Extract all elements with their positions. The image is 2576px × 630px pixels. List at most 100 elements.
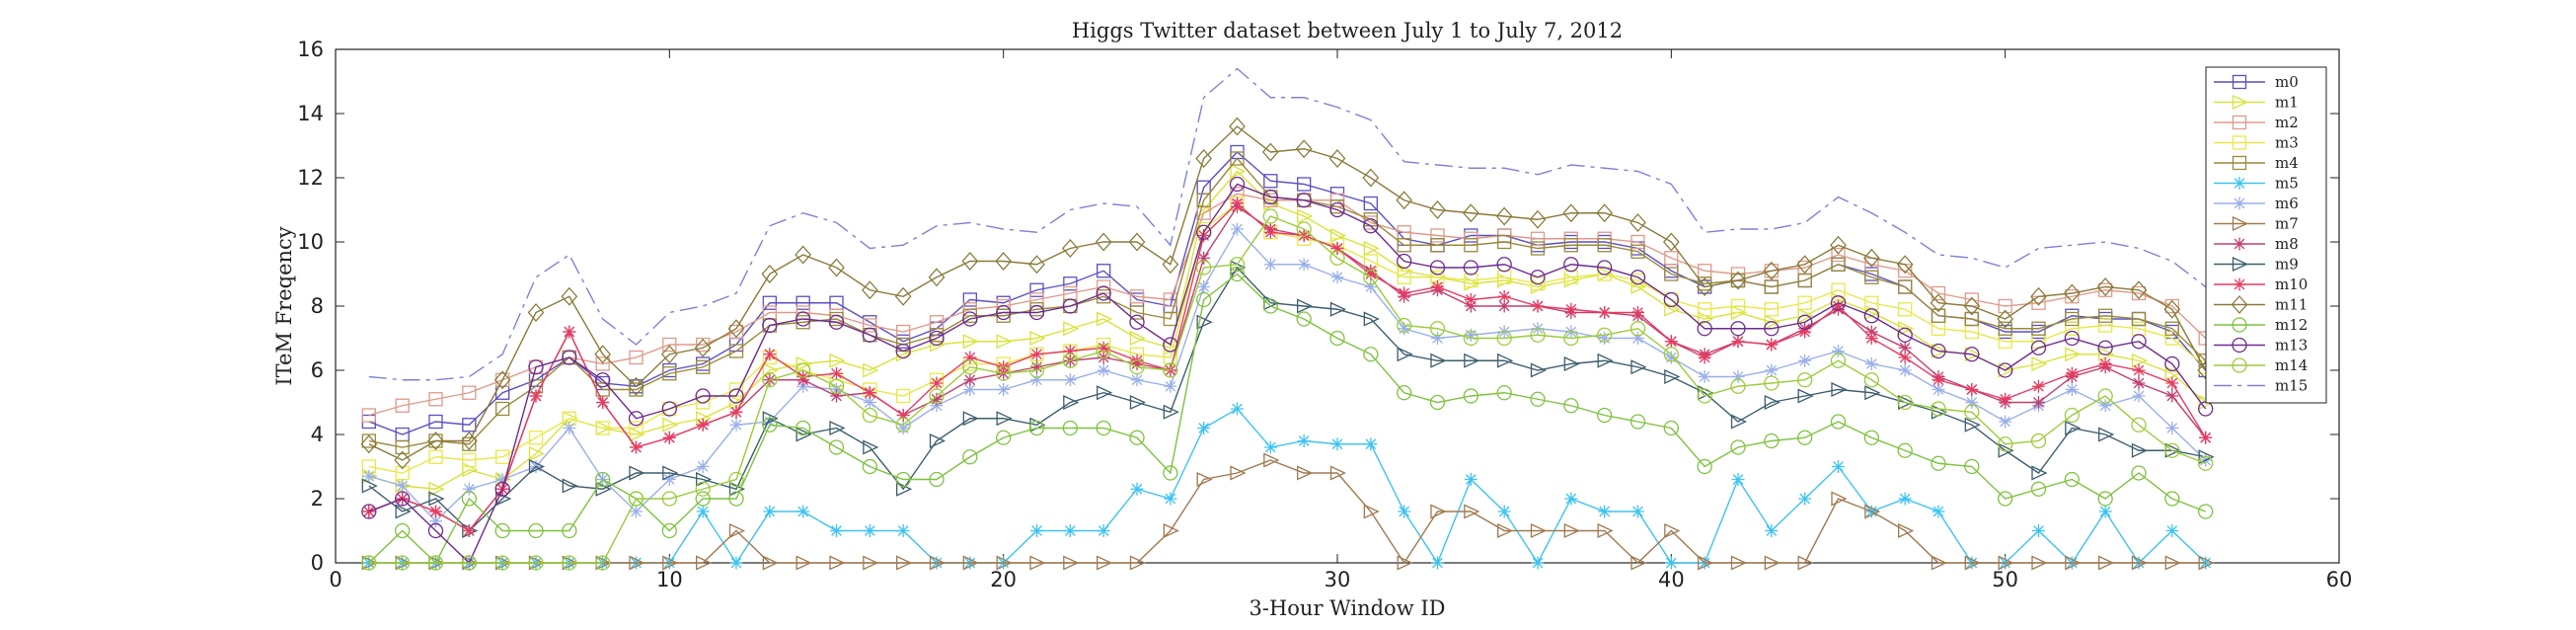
data-point-m4 bbox=[2131, 311, 2147, 327]
data-point-m4 bbox=[2065, 311, 2080, 327]
data-point-m14 bbox=[1830, 353, 1847, 368]
data-point-m12 bbox=[796, 420, 811, 436]
data-point-m13 bbox=[996, 304, 1012, 321]
data-point-m10 bbox=[2199, 431, 2213, 444]
y-tick-label: 8 bbox=[311, 294, 324, 318]
data-point-m13 bbox=[595, 372, 611, 388]
data-point-m4 bbox=[2164, 321, 2179, 336]
data-point-m10 bbox=[1798, 325, 1812, 339]
data-point-m6 bbox=[1263, 258, 1277, 272]
legend-item-m2: m2 bbox=[2214, 114, 2299, 131]
legend-marker-m2 bbox=[2232, 115, 2247, 130]
data-point-m10 bbox=[462, 524, 476, 537]
data-point-m12 bbox=[1196, 291, 1212, 308]
data-point-m12 bbox=[661, 522, 677, 539]
data-point-m9 bbox=[1430, 353, 1447, 368]
data-point-m11 bbox=[427, 432, 444, 450]
data-point-m14 bbox=[1028, 362, 1045, 378]
legend-box bbox=[2205, 66, 2327, 404]
data-point-m11 bbox=[928, 268, 946, 287]
data-point-m7 bbox=[1764, 555, 1780, 571]
data-point-m5 bbox=[1263, 440, 1277, 454]
data-point-m4 bbox=[1797, 273, 1812, 288]
data-point-m11 bbox=[1830, 235, 1847, 255]
data-point-m11 bbox=[1429, 200, 1446, 219]
legend-marker-m4 bbox=[2232, 155, 2247, 171]
data-point-m6 bbox=[2065, 383, 2079, 396]
data-point-m9 bbox=[1063, 394, 1080, 411]
data-point-m3 bbox=[629, 421, 644, 435]
data-point-m1 bbox=[1230, 163, 1247, 180]
data-point-m12 bbox=[1329, 330, 1345, 347]
data-point-m9 bbox=[2065, 420, 2082, 436]
legend-item-m15: m15 bbox=[2214, 377, 2308, 395]
data-point-m11 bbox=[1963, 296, 1981, 316]
data-point-m1 bbox=[1297, 208, 1314, 224]
data-point-m9 bbox=[1563, 355, 1580, 372]
data-point-m11 bbox=[1729, 271, 1747, 290]
data-point-m14 bbox=[895, 417, 911, 433]
data-point-m5 bbox=[1130, 482, 1144, 496]
data-point-m5 bbox=[1330, 437, 1344, 451]
data-point-m12 bbox=[1863, 430, 1879, 445]
data-point-m13 bbox=[728, 388, 744, 404]
data-point-m9 bbox=[1597, 353, 1614, 368]
data-point-m11 bbox=[1596, 203, 1614, 223]
legend-marker-m6 bbox=[2233, 197, 2246, 210]
series-layer bbox=[360, 67, 2215, 571]
series-line-m15 bbox=[368, 67, 2207, 381]
data-point-m5 bbox=[1531, 556, 1545, 570]
legend-label-m2: m2 bbox=[2275, 114, 2299, 131]
data-point-m2 bbox=[1998, 298, 2012, 314]
data-point-m4 bbox=[2031, 321, 2046, 336]
data-point-m4 bbox=[1129, 305, 1145, 320]
data-point-m11 bbox=[1261, 142, 1279, 162]
data-point-m12 bbox=[1530, 391, 1546, 407]
x-tick-label: 30 bbox=[1325, 568, 1351, 591]
data-point-m13 bbox=[427, 522, 444, 539]
data-point-m6 bbox=[896, 422, 910, 434]
data-point-m11 bbox=[2030, 286, 2047, 306]
data-point-m7 bbox=[762, 555, 779, 571]
data-point-m8 bbox=[2032, 396, 2045, 409]
data-point-m9 bbox=[2198, 449, 2215, 465]
data-point-m7 bbox=[629, 555, 645, 571]
data-point-m9 bbox=[1864, 385, 1881, 401]
legend-marker-m13 bbox=[2232, 337, 2247, 354]
data-point-m10 bbox=[2132, 363, 2146, 377]
y-axis-title: ITeM Freqency bbox=[272, 226, 296, 385]
data-point-m0 bbox=[428, 414, 443, 430]
data-point-m7 bbox=[796, 555, 812, 571]
data-point-m12 bbox=[1028, 420, 1045, 436]
data-point-m12 bbox=[595, 471, 611, 488]
data-point-m7 bbox=[996, 555, 1013, 571]
data-point-m6 bbox=[1063, 373, 1077, 387]
data-point-m10 bbox=[696, 418, 710, 432]
y-tick-label: 0 bbox=[311, 551, 324, 575]
data-point-m4 bbox=[361, 433, 376, 448]
data-point-m14 bbox=[1730, 378, 1746, 394]
data-point-m9 bbox=[2031, 465, 2048, 481]
data-point-m14 bbox=[1363, 270, 1379, 285]
data-point-m2 bbox=[428, 392, 443, 407]
data-point-m7 bbox=[1263, 452, 1280, 468]
data-point-m10 bbox=[1832, 299, 1845, 313]
data-point-m14 bbox=[1397, 317, 1412, 334]
legend-marker-m5 bbox=[2233, 177, 2246, 190]
data-point-m11 bbox=[1396, 191, 1413, 210]
data-point-m13 bbox=[1496, 257, 1512, 273]
data-point-m10 bbox=[1965, 383, 1979, 396]
data-point-m9 bbox=[1998, 442, 2014, 458]
data-point-m1 bbox=[662, 417, 679, 433]
data-point-m1 bbox=[1363, 240, 1380, 257]
data-point-m4 bbox=[1196, 193, 1211, 207]
data-point-m4 bbox=[696, 359, 711, 374]
data-point-m4 bbox=[495, 401, 510, 417]
data-point-m10 bbox=[1932, 373, 1945, 387]
legend-marker-m8 bbox=[2233, 237, 2246, 251]
data-point-m13 bbox=[361, 504, 377, 519]
data-point-m5 bbox=[763, 505, 777, 518]
data-point-m11 bbox=[1362, 168, 1380, 188]
data-point-m13 bbox=[1028, 304, 1045, 321]
data-point-m6 bbox=[1598, 332, 1612, 345]
